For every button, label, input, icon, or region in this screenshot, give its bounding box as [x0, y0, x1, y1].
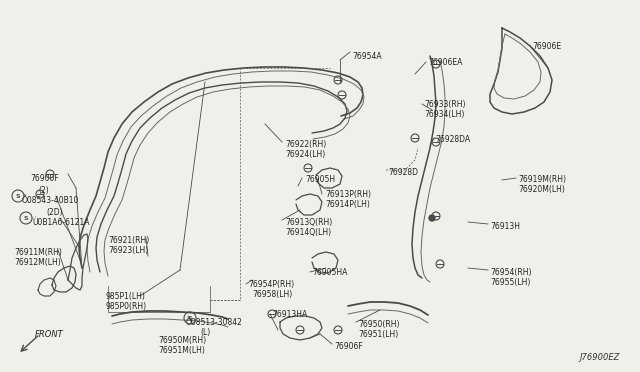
Text: J76900EZ: J76900EZ — [580, 353, 620, 362]
Text: 76921(RH): 76921(RH) — [108, 236, 149, 245]
Text: 76923(LH): 76923(LH) — [108, 246, 148, 255]
Text: 76954(RH): 76954(RH) — [490, 268, 531, 277]
Text: 985P0(RH): 985P0(RH) — [105, 302, 146, 311]
Text: 76955(LH): 76955(LH) — [490, 278, 531, 287]
Text: 76914Q(LH): 76914Q(LH) — [285, 228, 331, 237]
Text: 76920M(LH): 76920M(LH) — [518, 185, 565, 194]
Text: 76905H: 76905H — [305, 175, 335, 184]
Text: Ù0B1A6-6121A: Ù0B1A6-6121A — [32, 218, 90, 227]
Text: 76913HA: 76913HA — [272, 310, 307, 319]
Text: 76934(LH): 76934(LH) — [424, 110, 465, 119]
Text: (2): (2) — [38, 186, 49, 195]
Text: 76933(RH): 76933(RH) — [424, 100, 465, 109]
Text: 76954P(RH): 76954P(RH) — [248, 280, 294, 289]
Text: 76951M(LH): 76951M(LH) — [158, 346, 205, 355]
Text: 76928D: 76928D — [388, 168, 418, 177]
Text: 76913Q(RH): 76913Q(RH) — [285, 218, 332, 227]
Text: FRONT: FRONT — [35, 330, 64, 339]
Text: 76912M(LH): 76912M(LH) — [14, 258, 61, 267]
Text: Õ08543-40B10: Õ08543-40B10 — [22, 196, 79, 205]
Text: 76928DA: 76928DA — [435, 135, 470, 144]
Text: 76905HA: 76905HA — [312, 268, 348, 277]
Text: S: S — [188, 315, 192, 321]
Text: 76913H: 76913H — [490, 222, 520, 231]
Text: 76922(RH): 76922(RH) — [285, 140, 326, 149]
Text: 76906F: 76906F — [334, 342, 363, 351]
Text: 76924(LH): 76924(LH) — [285, 150, 325, 159]
Text: 76911M(RH): 76911M(RH) — [14, 248, 62, 257]
Text: 985P1(LH): 985P1(LH) — [105, 292, 145, 301]
Circle shape — [429, 215, 435, 221]
Text: 76950M(RH): 76950M(RH) — [158, 336, 206, 345]
Text: (L): (L) — [200, 328, 211, 337]
Text: S: S — [16, 193, 20, 199]
Text: 76906EA: 76906EA — [428, 58, 462, 67]
Text: 76913P(RH): 76913P(RH) — [325, 190, 371, 199]
Text: 76950(RH): 76950(RH) — [358, 320, 399, 329]
Text: 76906E: 76906E — [532, 42, 561, 51]
Text: 76951(LH): 76951(LH) — [358, 330, 398, 339]
Text: S: S — [24, 215, 28, 221]
Text: (2D): (2D) — [46, 208, 63, 217]
Text: 76900F: 76900F — [30, 174, 59, 183]
Text: 76954A: 76954A — [352, 52, 381, 61]
Text: 76958(LH): 76958(LH) — [252, 290, 292, 299]
Text: 76914P(LH): 76914P(LH) — [325, 200, 370, 209]
Text: Õ08513-30842: Õ08513-30842 — [186, 318, 243, 327]
Text: 76919M(RH): 76919M(RH) — [518, 175, 566, 184]
